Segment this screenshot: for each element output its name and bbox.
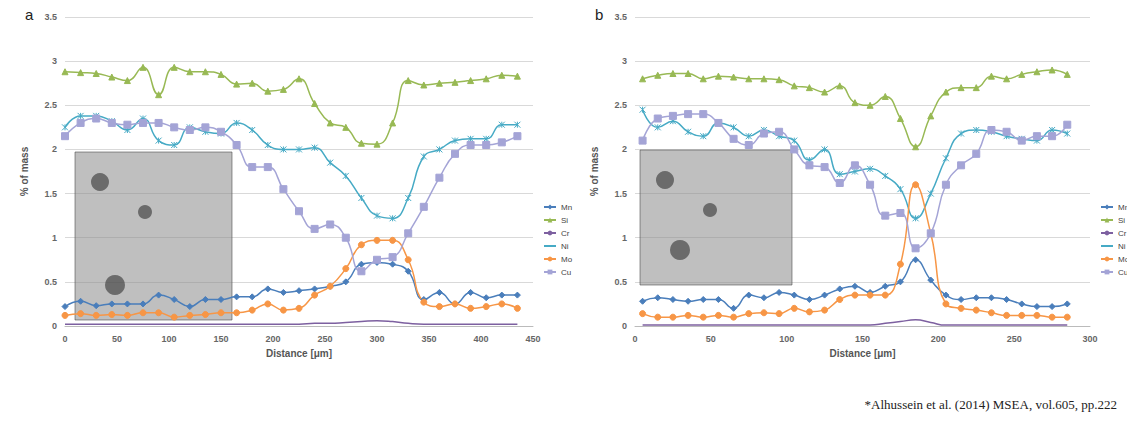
svg-text:200: 200 <box>265 334 280 344</box>
svg-text:Cu: Cu <box>561 268 571 277</box>
svg-text:3.5: 3.5 <box>44 12 57 22</box>
svg-text:Cr: Cr <box>561 229 570 238</box>
svg-text:% of mass: % of mass <box>19 146 30 196</box>
svg-text:0: 0 <box>52 321 57 331</box>
svg-text:Si: Si <box>1118 216 1125 225</box>
svg-text:450: 450 <box>525 334 540 344</box>
svg-text:250: 250 <box>1007 334 1022 344</box>
svg-text:2: 2 <box>622 144 627 154</box>
svg-text:1: 1 <box>622 233 627 243</box>
svg-text:1: 1 <box>52 233 57 243</box>
svg-text:300: 300 <box>369 334 384 344</box>
svg-text:0.5: 0.5 <box>44 277 57 287</box>
svg-text:200: 200 <box>931 334 946 344</box>
svg-text:Distance [μm]: Distance [μm] <box>829 348 895 359</box>
svg-text:150: 150 <box>855 334 870 344</box>
svg-text:Distance [μm]: Distance [μm] <box>266 348 332 359</box>
svg-text:Si: Si <box>561 216 568 225</box>
svg-text:b: b <box>595 6 603 23</box>
svg-text:0: 0 <box>62 334 67 344</box>
svg-text:100: 100 <box>161 334 176 344</box>
svg-text:300: 300 <box>1082 334 1097 344</box>
svg-text:1.5: 1.5 <box>44 189 57 199</box>
svg-text:3.5: 3.5 <box>614 12 627 22</box>
svg-text:50: 50 <box>112 334 122 344</box>
svg-text:0.5: 0.5 <box>614 277 627 287</box>
svg-text:0: 0 <box>632 334 637 344</box>
svg-text:3: 3 <box>622 56 627 66</box>
svg-text:Cr: Cr <box>1118 229 1127 238</box>
svg-text:2.5: 2.5 <box>44 100 57 110</box>
svg-text:Mn: Mn <box>561 203 572 212</box>
svg-text:350: 350 <box>421 334 436 344</box>
svg-text:a: a <box>25 6 34 23</box>
svg-text:150: 150 <box>213 334 228 344</box>
svg-text:2.5: 2.5 <box>614 100 627 110</box>
svg-text:Ni: Ni <box>1118 242 1126 251</box>
svg-text:250: 250 <box>317 334 332 344</box>
svg-text:2: 2 <box>52 144 57 154</box>
svg-text:100: 100 <box>779 334 794 344</box>
svg-text:Mo: Mo <box>561 255 573 264</box>
svg-text:Cu: Cu <box>1118 268 1127 277</box>
svg-text:Mo: Mo <box>1118 255 1127 264</box>
svg-text:% of mass: % of mass <box>589 146 600 196</box>
svg-text:3: 3 <box>52 56 57 66</box>
svg-text:0: 0 <box>622 321 627 331</box>
svg-text:400: 400 <box>473 334 488 344</box>
svg-text:50: 50 <box>706 334 716 344</box>
svg-text:Ni: Ni <box>561 242 569 251</box>
svg-text:1.5: 1.5 <box>614 189 627 199</box>
svg-text:Mn: Mn <box>1118 203 1127 212</box>
svg-text:*Alhussein et al. (2014) MSEA,: *Alhussein et al. (2014) MSEA, vol.605, … <box>865 397 1117 412</box>
